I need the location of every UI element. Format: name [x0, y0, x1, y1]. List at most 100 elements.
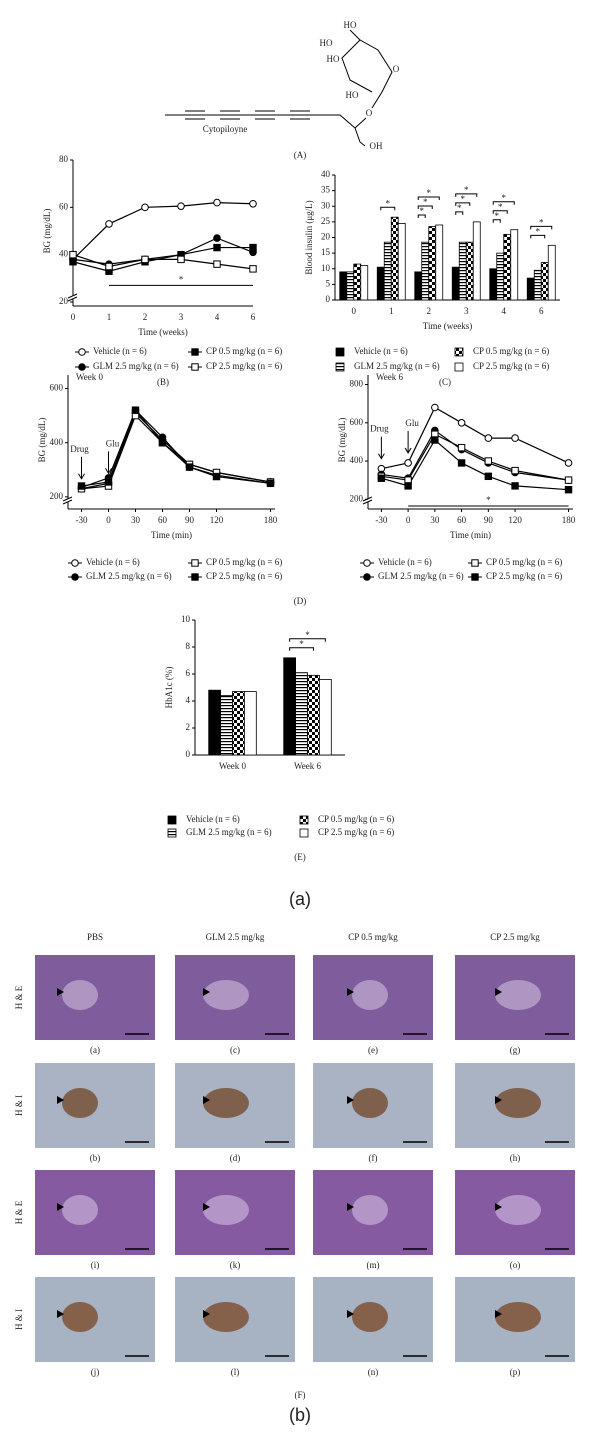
bar — [318, 679, 332, 756]
islet — [203, 980, 249, 1010]
x-tick-label: 90 — [484, 515, 494, 525]
x-tick-label: -30 — [375, 515, 387, 525]
significance: * — [427, 188, 432, 198]
bar — [383, 241, 392, 301]
legend-label: GLM 2.5 mg/kg (n = 6) — [93, 361, 179, 371]
x-tick-label: 3 — [464, 306, 469, 316]
bar — [510, 229, 519, 301]
legend-label: CP 2.5 mg/kg (n = 6) — [206, 571, 282, 581]
y-axis-label: BG (mg/dL) — [42, 209, 52, 254]
significance-bracket — [289, 638, 326, 642]
caption: (i) — [91, 1260, 100, 1270]
marker — [249, 243, 257, 252]
column-header: GLM 2.5 mg/kg — [206, 932, 265, 942]
marker — [185, 463, 194, 471]
legend-marker — [78, 348, 86, 356]
x-tick-label: 60 — [158, 515, 168, 525]
y-tick-label: 10 — [321, 263, 331, 273]
x-tick-label: 0 — [352, 306, 357, 316]
x-axis-label: Time (min) — [151, 530, 192, 540]
legend-swatch — [299, 815, 309, 825]
caption: (p) — [510, 1367, 521, 1377]
caption: (f) — [369, 1153, 378, 1163]
caption: (j) — [91, 1367, 100, 1377]
axis-break — [67, 296, 78, 302]
axis-break — [62, 499, 73, 505]
marker — [484, 472, 493, 481]
bar — [526, 277, 535, 301]
bar — [397, 223, 406, 301]
arrowhead — [203, 1203, 210, 1211]
significance-bracket — [455, 211, 464, 215]
marker — [511, 482, 519, 490]
bar — [489, 268, 498, 301]
bar — [339, 271, 348, 301]
x-tick-label: 1 — [107, 312, 112, 322]
atom-label: HO — [344, 20, 357, 30]
legend-swatch — [454, 347, 464, 357]
y-tick-label: 25 — [321, 216, 331, 226]
legend-label: Vehicle (n = 6) — [86, 557, 140, 567]
arrowhead — [203, 988, 210, 996]
x-tick-label: -30 — [76, 515, 88, 525]
caption: (a) — [90, 1045, 100, 1055]
y-tick-label: 40 — [59, 249, 69, 259]
series-line — [72, 201, 254, 260]
atom-label: HO — [327, 54, 340, 64]
legend-label: Vehicle (n = 6) — [354, 346, 408, 356]
arrowhead — [57, 988, 64, 996]
significance: * — [536, 226, 541, 236]
bar — [390, 216, 399, 301]
x-tick-label: 2 — [427, 306, 432, 316]
bar — [353, 263, 362, 301]
x-tick-label: 30 — [430, 515, 440, 525]
atom-label: HO — [346, 90, 359, 100]
marker — [564, 459, 573, 467]
significance: * — [495, 211, 500, 221]
significance: * — [461, 194, 466, 204]
axis-break — [62, 496, 73, 502]
marker — [177, 255, 185, 264]
panel-label: (F) — [295, 1390, 306, 1400]
legend-marker — [363, 573, 371, 581]
x-tick-label: 0 — [71, 312, 76, 322]
bar — [496, 252, 505, 301]
series-line — [72, 237, 254, 265]
marker — [431, 436, 439, 444]
arrowhead — [57, 1310, 64, 1318]
bar — [243, 691, 257, 756]
axis-break — [67, 293, 78, 299]
bar — [208, 689, 221, 756]
significance-bracket — [492, 201, 515, 205]
marker — [377, 474, 386, 482]
arrowhead — [495, 1096, 502, 1104]
y-tick-label: 400 — [350, 455, 364, 465]
legend-marker — [191, 573, 199, 581]
y-tick-label: 4 — [186, 695, 191, 705]
significance-bracket — [530, 234, 546, 239]
marker — [511, 434, 519, 442]
marker — [249, 265, 257, 273]
x-tick-label: 4 — [215, 312, 220, 322]
bar — [360, 265, 369, 301]
significance: * — [386, 198, 391, 208]
y-tick-label: 10 — [181, 614, 191, 624]
legend-marker — [363, 559, 371, 567]
structure-drawing — [165, 29, 393, 147]
islet — [352, 980, 388, 1010]
marker — [158, 439, 167, 447]
bar — [421, 241, 430, 301]
y-tick-label: 2 — [186, 722, 191, 732]
arrowhead — [57, 1203, 64, 1211]
x-tick-label: 30 — [131, 515, 141, 525]
chart-title: Week 6 — [376, 372, 404, 382]
legend-label: CP 2.5 mg/kg (n = 6) — [206, 361, 282, 371]
x-axis-label: Time (min) — [450, 530, 491, 540]
y-tick-label: 600 — [350, 417, 364, 427]
y-tick-label: 20 — [59, 296, 69, 306]
marker — [564, 486, 573, 494]
figure-label: (b) — [289, 1405, 311, 1425]
atom-label: O — [393, 64, 400, 74]
islet — [203, 1088, 249, 1118]
significance: * — [457, 203, 462, 213]
